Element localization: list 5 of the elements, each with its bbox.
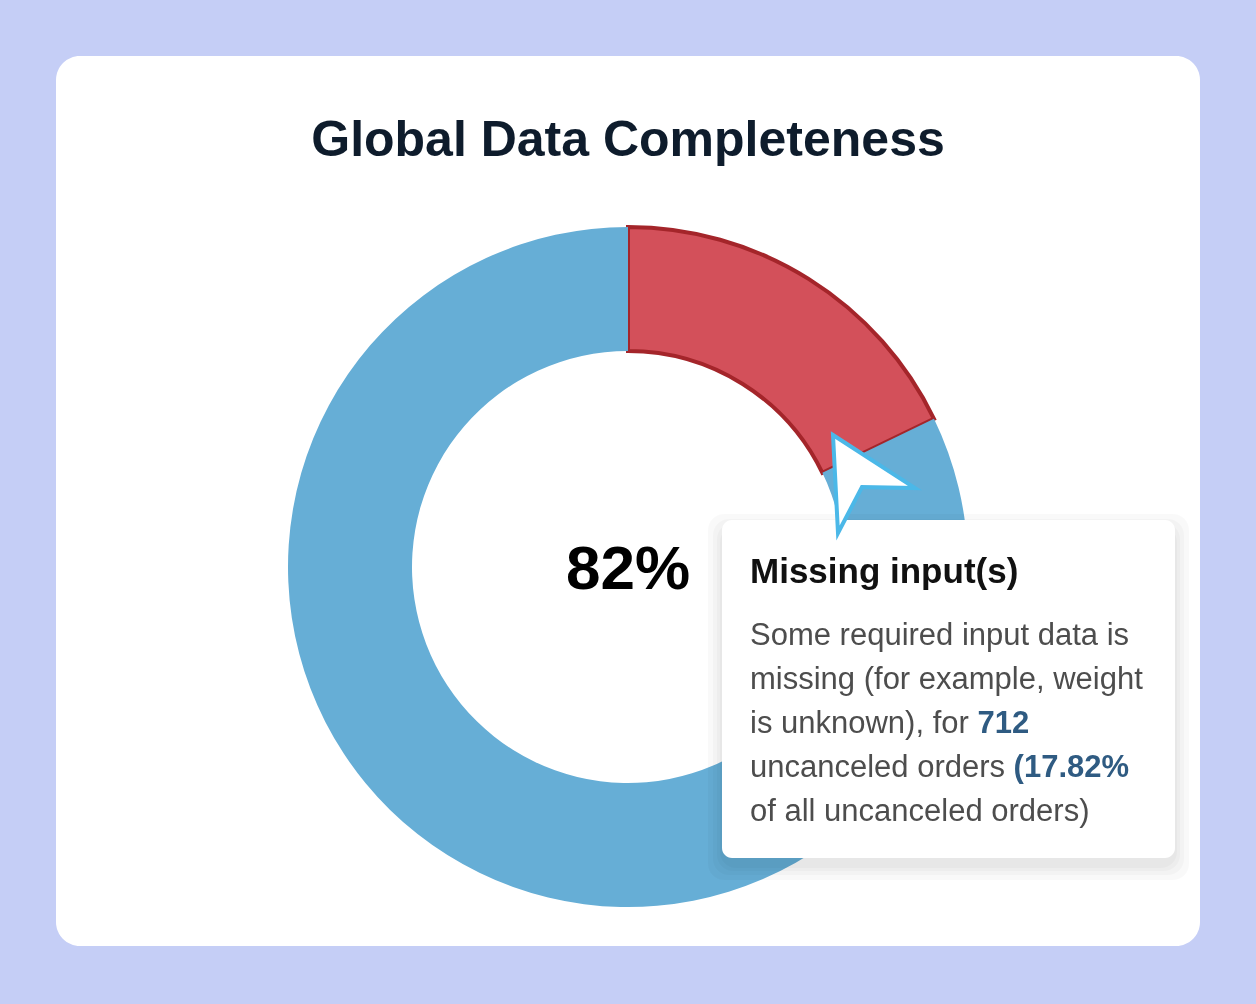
donut-slice bbox=[626, 225, 936, 475]
chart-title: Global Data Completeness bbox=[311, 111, 945, 167]
text: Some required input data is missing (for example, weight is unknown), for 712 uncanceled orders (17.82% of all uncanceled orders) bbox=[750, 617, 1144, 828]
text: 82% bbox=[565, 533, 691, 602]
text: Missing input(s) bbox=[750, 551, 1019, 590]
